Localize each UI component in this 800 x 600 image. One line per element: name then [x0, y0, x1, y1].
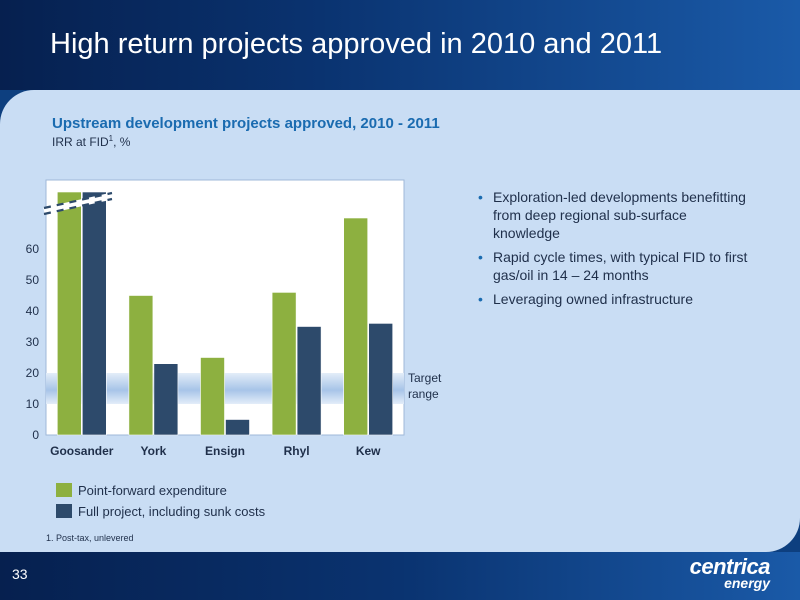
footer-bar [0, 552, 800, 600]
centrica-energy-logo: centrica energy [689, 554, 771, 591]
subtitle-tail: , % [113, 135, 131, 149]
legend-swatch [56, 504, 72, 518]
subtitle-main: IRR at FID [52, 135, 109, 149]
bar [271, 292, 297, 436]
y-tick-label: 10 [26, 397, 40, 411]
legend-item-point-forward: Point-forward expenditure [56, 480, 265, 500]
axis-break-line [43, 191, 113, 210]
bar [200, 357, 225, 436]
bar [343, 217, 369, 436]
legend-item-full-project: Full project, including sunk costs [56, 501, 265, 521]
subtitle-footnote-marker: 1 [108, 134, 114, 143]
slide-title: High return projects approved in 2010 an… [50, 28, 663, 60]
x-tick-label: Goosander [50, 444, 114, 458]
chart-title: Upstream development projects approved, … [52, 115, 440, 132]
bullet-list: Exploration-led developments benefitting… [478, 188, 748, 314]
bar [225, 419, 250, 436]
logo-subline: energy [724, 575, 770, 591]
chart-subtitle: IRR at FID1, % [52, 134, 130, 149]
y-tick-label: 40 [26, 304, 40, 318]
bar [128, 295, 154, 436]
x-tick-label: York [141, 444, 167, 458]
legend-label: Point-forward expenditure [78, 482, 227, 498]
y-tick-label: 30 [26, 335, 40, 349]
bar [82, 191, 107, 436]
footnote: 1. Post-tax, unlevered [46, 533, 134, 543]
bar [153, 363, 179, 436]
bullet-item: Rapid cycle times, with typical FID to f… [478, 248, 748, 284]
legend-label: Full project, including sunk costs [78, 503, 266, 519]
logo-wordmark: centrica [689, 554, 771, 579]
y-tick-label: 50 [26, 273, 40, 287]
x-tick-label: Ensign [205, 444, 245, 458]
bullet-item: Exploration-led developments benefitting… [478, 188, 748, 242]
axis-break-gap [43, 192, 113, 215]
page-number: 33 [12, 566, 28, 582]
y-tick-label: 0 [32, 428, 39, 442]
axis-break-line [43, 197, 113, 216]
bar [368, 323, 394, 436]
y-tick-label: 20 [26, 366, 40, 380]
bar [56, 191, 82, 436]
header-bar [0, 0, 800, 90]
chart-legend: Point-forward expenditure Full project, … [56, 480, 265, 522]
x-tick-label: Rhyl [284, 444, 310, 458]
target-range-label: range [408, 387, 439, 401]
x-tick-label: Kew [356, 444, 381, 458]
y-tick-label: 60 [26, 242, 40, 256]
target-range-label: Target [408, 371, 442, 385]
legend-swatch [56, 483, 72, 497]
bar [296, 326, 322, 436]
bullet-item: Leveraging owned infrastructure [478, 290, 748, 308]
